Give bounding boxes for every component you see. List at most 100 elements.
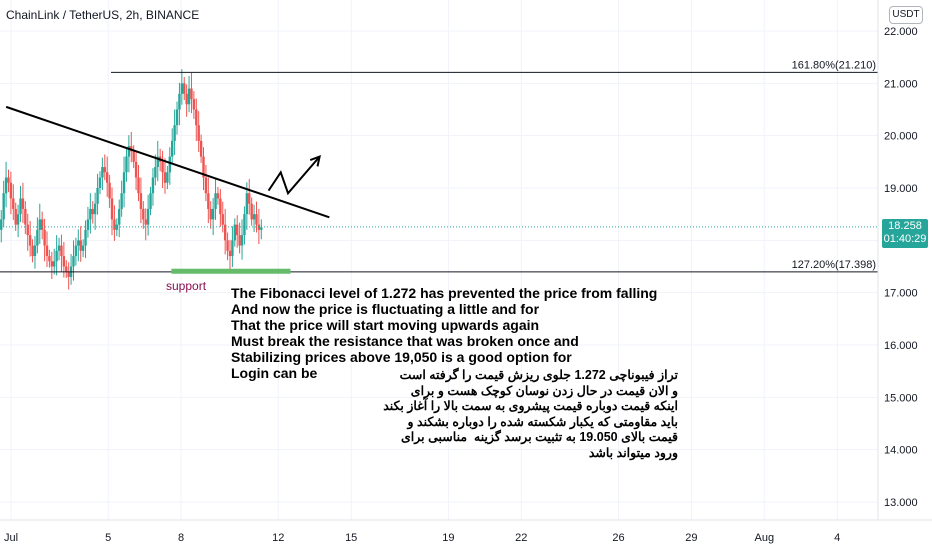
candle-body <box>31 245 34 257</box>
y-tick-label: 20.000 <box>884 131 918 143</box>
candle-body <box>192 99 196 110</box>
candle-body <box>53 261 56 267</box>
candle-body <box>9 182 13 199</box>
candle-body <box>240 235 244 246</box>
gridlines <box>0 0 878 520</box>
candle-body <box>195 109 198 126</box>
candle-body <box>62 256 66 267</box>
candle-body <box>120 193 123 209</box>
support-zone <box>171 268 291 274</box>
persian-note: تراز فیبوناچی 1.272 جلوی ریزش قیمت را گر… <box>383 368 678 460</box>
fib-level-label: 127.20%(17.398) <box>792 259 876 271</box>
candle-body <box>14 208 17 225</box>
candle-body <box>211 208 215 220</box>
candle-body <box>125 156 128 173</box>
currency-button[interactable]: USDT <box>889 6 923 24</box>
candle-body <box>86 219 90 230</box>
candle-body <box>139 193 143 209</box>
candle-body <box>45 245 49 257</box>
candle-body <box>207 193 210 209</box>
candle-body <box>202 156 205 178</box>
candle-body <box>57 245 61 251</box>
candle-body <box>154 167 157 178</box>
candle-body <box>260 227 263 230</box>
x-tick-label: 5 <box>105 532 111 544</box>
candle-body <box>55 250 58 262</box>
candle-body <box>79 240 82 251</box>
y-tick-label: 17.000 <box>884 288 918 300</box>
candle-body <box>91 208 94 215</box>
candle-body <box>245 193 249 215</box>
candle-body <box>175 109 179 126</box>
candle-body <box>209 208 212 220</box>
candle-body <box>12 198 15 209</box>
candle-body <box>96 188 99 204</box>
y-tick-label: 13.000 <box>884 497 918 509</box>
candle-body <box>163 172 167 183</box>
candle-body <box>38 219 41 230</box>
candle-body <box>21 198 25 209</box>
candle-body <box>199 140 203 157</box>
candle-body <box>127 146 131 157</box>
candle-body <box>228 250 232 257</box>
last-price-value: 18.258 <box>888 220 922 232</box>
candle-body <box>137 177 140 194</box>
x-tick-label: 8 <box>178 532 184 544</box>
x-tick-label: 12 <box>272 532 284 544</box>
candle-body <box>221 214 224 225</box>
candle-body <box>219 198 222 215</box>
drawing-overlays: 161.80%(21.210) 127.20%(17.398) <box>0 59 878 274</box>
projection-arrow <box>267 155 321 196</box>
resistance-trendline <box>5 105 330 219</box>
symbol-title[interactable]: ChainLink / TetherUS, 2h, BINANCE <box>6 8 200 22</box>
x-tick-label: 29 <box>685 532 697 544</box>
price-axis[interactable]: 22.00021.00020.00019.00018.00017.00016.0… <box>877 0 918 520</box>
candle-body <box>146 208 150 225</box>
candle-body <box>108 182 111 199</box>
candle-body <box>72 256 75 267</box>
candle-body <box>151 177 155 194</box>
candle-body <box>93 203 97 215</box>
y-tick-label: 14.000 <box>884 445 918 457</box>
time-axis[interactable]: Jul 5 8 12 15 19 22 26 29 Aug 4 <box>0 519 932 544</box>
candle-body <box>180 83 184 94</box>
candle-body <box>231 240 234 257</box>
candle-body <box>16 214 20 225</box>
candle-body <box>36 229 39 246</box>
y-tick-label: 19.000 <box>884 183 918 195</box>
y-tick-label: 15.000 <box>884 392 918 404</box>
candle-body <box>144 219 147 225</box>
candle-body <box>4 177 8 194</box>
candle-body <box>149 193 152 209</box>
candle-body <box>43 229 46 246</box>
candle-body <box>252 214 256 220</box>
x-tick-label: Jul <box>4 532 18 544</box>
candle-body <box>98 177 102 188</box>
candle-body <box>236 224 239 236</box>
candle-body <box>103 167 106 173</box>
candle-body <box>74 245 78 257</box>
candle-body <box>204 177 208 194</box>
candle-body <box>168 156 171 173</box>
candle-body <box>233 224 237 241</box>
candle-body <box>65 266 68 272</box>
candle-body <box>77 240 80 246</box>
candle-body <box>113 219 116 230</box>
candle-body <box>122 172 126 194</box>
candle-body <box>84 229 87 246</box>
candle-body <box>118 208 121 225</box>
fib-level-label: 161.80%(21.210) <box>792 59 876 71</box>
candle-body <box>26 224 29 236</box>
support-label: support <box>166 279 207 293</box>
candle-body <box>161 161 164 173</box>
candle-body <box>24 208 27 225</box>
candle-body <box>7 177 10 183</box>
candle-body <box>115 224 119 230</box>
candle-body <box>216 193 220 199</box>
candle-body <box>60 245 63 257</box>
candle-body <box>171 140 174 157</box>
candle-body <box>185 93 188 105</box>
candle-body <box>105 172 109 183</box>
candle-body <box>101 167 104 178</box>
